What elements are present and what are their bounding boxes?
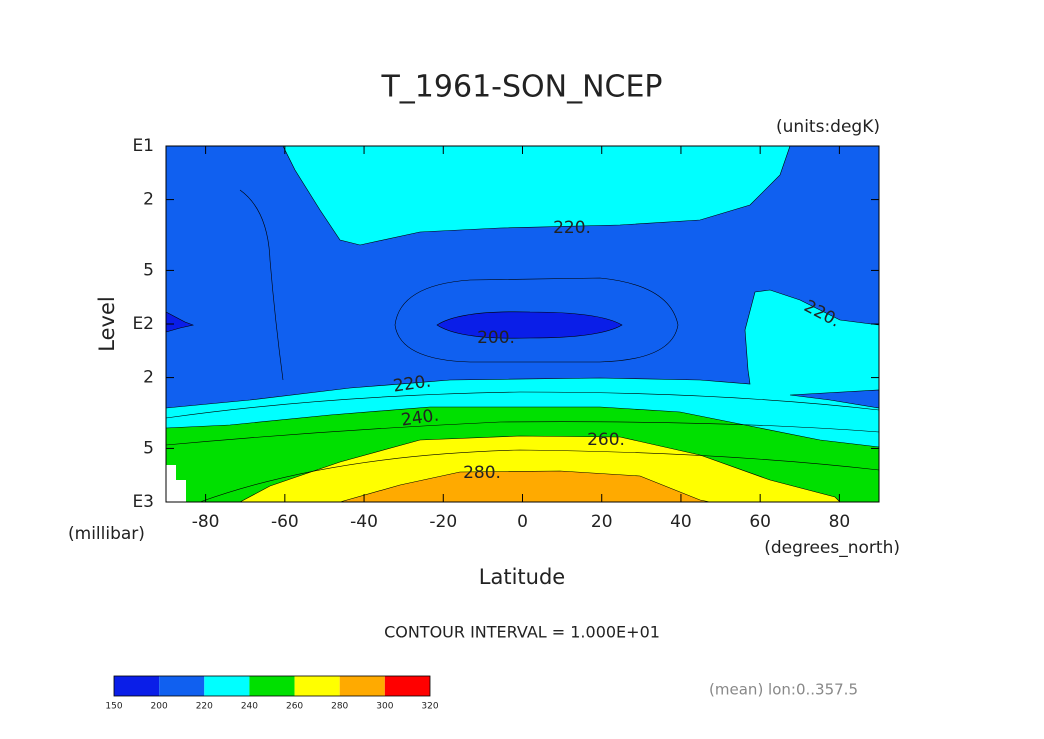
contour-line bbox=[165, 421, 880, 446]
mean-note: (mean) lon:0..357.5 bbox=[709, 681, 858, 699]
colorbar-swatch bbox=[339, 676, 385, 696]
contour-line bbox=[165, 391, 880, 419]
colorbar-frame bbox=[113, 675, 431, 697]
y-tick-label: E1 bbox=[132, 136, 154, 156]
x-tick-label: 80 bbox=[829, 512, 851, 532]
colorbar-swatch bbox=[159, 676, 205, 696]
x-tick-label: -40 bbox=[350, 512, 378, 532]
contour-line bbox=[239, 189, 284, 381]
footnote: CONTOUR INTERVAL = 1.000E+01 bbox=[384, 623, 660, 642]
y-axis-label: Level bbox=[95, 296, 119, 351]
y-units: (millibar) bbox=[68, 524, 145, 544]
y-tick-label: 5 bbox=[143, 438, 154, 458]
x-tick-label: 40 bbox=[670, 512, 692, 532]
colorbar-label: 300 bbox=[376, 702, 393, 712]
contour-region bbox=[436, 311, 623, 339]
colorbar-label: 280 bbox=[331, 702, 348, 712]
colorbar-swatch bbox=[114, 676, 160, 696]
contour-label: 260. bbox=[587, 430, 625, 450]
colorbar-swatch bbox=[294, 676, 340, 696]
x-tick-label: 20 bbox=[591, 512, 613, 532]
x-units: (degrees_north) bbox=[764, 538, 900, 558]
colorbar-swatch bbox=[249, 676, 295, 696]
y-tick-label: E2 bbox=[132, 314, 154, 334]
contour-line bbox=[199, 449, 880, 503]
units-label: (units:degK) bbox=[776, 117, 880, 137]
contour-label: 200. bbox=[477, 328, 515, 348]
y-tick-label: 2 bbox=[143, 368, 154, 388]
colorbar-label: 240 bbox=[241, 702, 258, 712]
contour-line bbox=[394, 277, 679, 363]
x-tick-label: 60 bbox=[749, 512, 771, 532]
y-tick-label: E3 bbox=[132, 492, 154, 512]
contour-label: 280. bbox=[463, 463, 501, 483]
colorbar-swatch bbox=[384, 676, 430, 696]
colorbar-label: 320 bbox=[421, 702, 438, 712]
colorbar-swatch bbox=[204, 676, 250, 696]
colorbar-label: 200 bbox=[151, 702, 168, 712]
colorbar-label: 260 bbox=[286, 702, 303, 712]
y-tick-label: 5 bbox=[143, 260, 154, 280]
colorbar-label: 220 bbox=[196, 702, 213, 712]
missing-data bbox=[166, 465, 186, 502]
contour-region bbox=[282, 145, 791, 246]
chart-title: T_1961-SON_NCEP bbox=[380, 70, 662, 105]
x-tick-label: -80 bbox=[192, 512, 220, 532]
x-tick-label: -20 bbox=[429, 512, 457, 532]
contour-region bbox=[239, 435, 841, 503]
x-tick-label: 0 bbox=[517, 512, 528, 532]
contour-label: 220. bbox=[553, 218, 591, 238]
y-tick-label: 2 bbox=[143, 190, 154, 210]
colorbar-label: 150 bbox=[105, 702, 122, 712]
x-axis-label: Latitude bbox=[479, 565, 565, 589]
x-tick-label: -60 bbox=[271, 512, 299, 532]
